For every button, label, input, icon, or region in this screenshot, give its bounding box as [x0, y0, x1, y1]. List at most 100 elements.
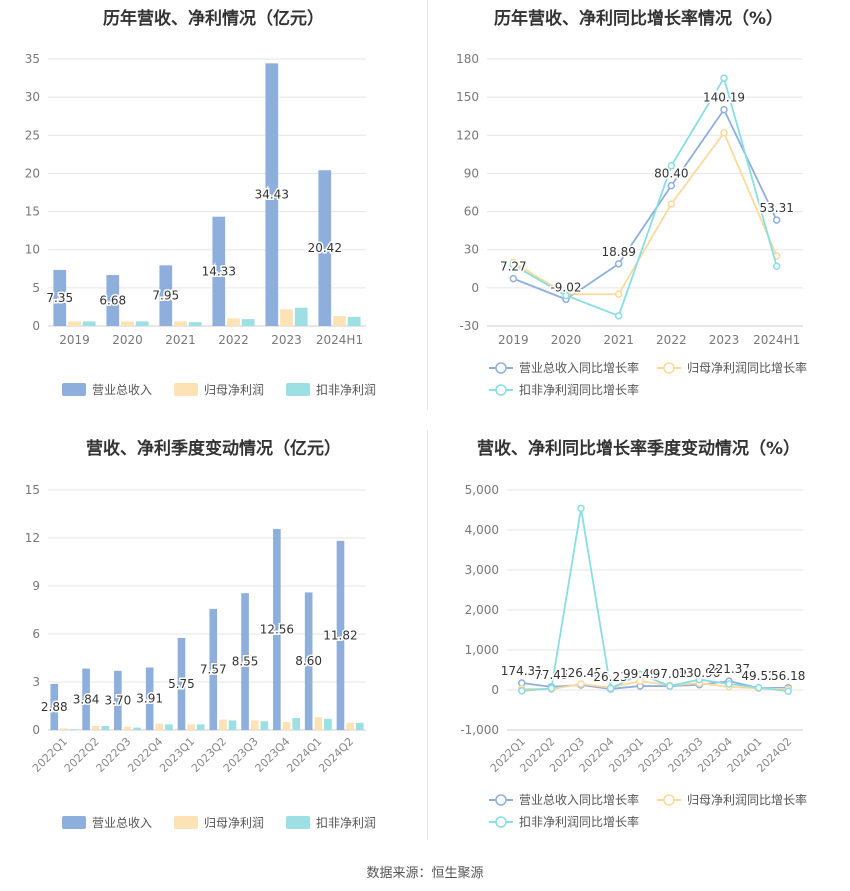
data-label: 5.75	[168, 677, 195, 691]
bar	[318, 170, 332, 326]
bar	[241, 319, 255, 326]
legend-label: 扣非净利润同比增长率	[519, 382, 639, 397]
x-tick-label: 2024Q2	[316, 735, 356, 775]
bar	[177, 638, 186, 730]
data-point	[725, 680, 733, 688]
panel-quarterly-revenue: 营收、净利季度变动情况（亿元） 0 3 6 9 12 15 2022Q1 2022Q2 2022…	[0, 430, 427, 850]
data-point	[518, 687, 526, 695]
data-point	[754, 683, 763, 692]
data-point	[577, 504, 585, 513]
quarterly-growth-chart: -1,00001,0002,0003,0004,0005,0002022Q120…	[460, 483, 807, 829]
divider-vertical-bottom	[427, 430, 428, 840]
bar	[188, 322, 202, 326]
y-tick-label: 0	[32, 723, 40, 737]
bar	[273, 529, 281, 730]
x-tick-label: 2023	[271, 333, 302, 347]
panel-annual-growth: 历年营收、净利同比增长率情况（%） -30 0 30 60 90 120 150 180 201…	[427, 0, 850, 420]
bar	[294, 307, 308, 326]
y-tick-label: 0	[471, 281, 479, 295]
legend-swatch	[62, 816, 86, 829]
y-tick-label: 120	[456, 128, 479, 142]
legend-label: 归母净利润	[204, 383, 264, 397]
legend-swatch	[495, 362, 507, 374]
legend-label: 归母净利润	[204, 816, 264, 830]
data-point	[772, 216, 781, 224]
y-tick-label: 2,000	[465, 603, 499, 617]
data-point	[614, 312, 623, 320]
x-tick-label: 2021	[165, 333, 196, 347]
legend-swatch	[495, 794, 507, 806]
data-label: 8.55	[232, 655, 259, 669]
y-tick-label: 10	[25, 243, 40, 257]
x-tick-label: 2020	[112, 333, 143, 347]
legend-swatch	[495, 384, 507, 396]
bar	[101, 726, 110, 730]
panel-quarterly-growth: 营收、净利同比增长率季度变动情况（%） -1,000 0 1,000 2,000 3,0…	[427, 430, 850, 850]
legend-swatch	[286, 383, 310, 396]
panel-annual-revenue: 历年营收、净利情况（亿元） 0 5 10 15 20 25 30 35 2019 2020 2021…	[0, 0, 427, 420]
data-point	[667, 162, 676, 170]
x-tick-label: 2022	[218, 333, 249, 347]
data-label: 77.45	[534, 668, 568, 682]
data-label: 14.33	[202, 264, 236, 278]
data-label: 7.35	[46, 291, 73, 305]
data-label: 18.89	[601, 245, 635, 259]
data-point	[772, 262, 781, 270]
data-label: 3.91	[136, 692, 163, 706]
bar	[292, 718, 300, 730]
data-label: 53.31	[759, 201, 793, 215]
bar	[250, 720, 259, 730]
bar	[228, 720, 237, 730]
series-line	[512, 75, 778, 318]
legend-swatch	[286, 816, 310, 829]
data-label: 2.88	[41, 700, 68, 714]
bar	[304, 592, 313, 730]
data-point	[720, 128, 728, 137]
data-point	[614, 290, 623, 298]
data-label: 7.57	[200, 662, 227, 676]
bar	[346, 722, 354, 730]
bar	[82, 668, 90, 730]
bar	[280, 309, 293, 326]
data-label: 140.19	[703, 91, 745, 105]
bar	[219, 719, 227, 730]
bar	[187, 724, 195, 730]
bar	[324, 718, 332, 730]
bar	[155, 723, 164, 730]
x-tick-label: 2022	[656, 333, 687, 347]
data-point	[577, 680, 585, 688]
data-label: 7.27	[500, 260, 527, 274]
y-tick-label: 5	[32, 281, 40, 295]
y-tick-label: 30	[464, 243, 479, 257]
y-tick-label: 25	[25, 128, 40, 142]
bar	[68, 321, 81, 326]
bar	[135, 321, 149, 326]
bar	[333, 316, 346, 326]
bar	[314, 717, 323, 730]
chart-title: 营收、净利同比增长率季度变动情况（%）	[476, 439, 801, 459]
x-tick-label: 2024H1	[753, 333, 800, 347]
y-tick-label: -1,000	[460, 723, 499, 737]
data-label: 56.18	[771, 669, 805, 683]
data-label: 80.40	[654, 167, 688, 181]
x-tick-label: 2023	[709, 333, 740, 347]
legend-swatch	[174, 816, 198, 829]
x-tick-label: 2021	[603, 333, 634, 347]
series-line	[513, 107, 778, 301]
bar	[50, 683, 59, 730]
data-point	[562, 291, 570, 300]
data-point	[636, 670, 644, 679]
data-point	[509, 274, 518, 283]
legend-swatch	[663, 362, 675, 374]
data-label: 130.96	[678, 666, 720, 680]
annual-revenue-chart: 0 5 10 15 20 25 30 35 2019 2020 2021 2022 2023 2024H1…	[25, 52, 376, 397]
data-point	[547, 684, 556, 693]
legend-label: 营业总收入同比增长率	[519, 360, 639, 375]
series-line	[512, 130, 778, 296]
data-label: 174.31	[501, 664, 543, 678]
bar	[241, 593, 249, 730]
data-point	[614, 260, 623, 268]
data-label: 6.68	[99, 294, 126, 308]
legend-label: 扣非净利润	[316, 816, 376, 830]
legend-swatch	[663, 794, 675, 806]
